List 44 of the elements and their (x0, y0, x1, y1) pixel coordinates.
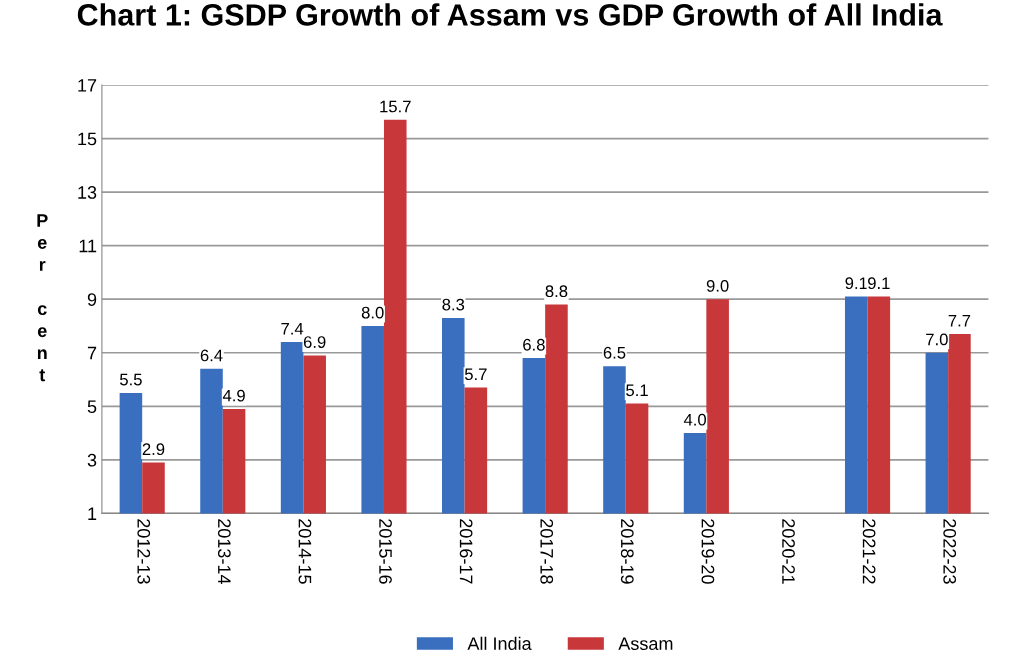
y-tick-label: 5 (87, 400, 97, 414)
data-label: 15.7 (380, 100, 411, 113)
y-tick-label: 3 (87, 453, 97, 467)
data-label: 7.7 (948, 314, 971, 327)
data-label: 6.4 (200, 349, 223, 362)
x-tick-label: 2013-14 (217, 519, 231, 584)
data-label: 5.5 (120, 373, 142, 386)
x-tick-label: 2012-13 (137, 519, 151, 584)
data-label: 9.0 (706, 279, 729, 292)
text: Per cent (37, 214, 48, 382)
y-tick-label: 9 (87, 293, 97, 306)
data-label: 8.8 (545, 285, 568, 298)
x-tick-label: 2016-17 (459, 519, 473, 584)
x-tick-label: 2018-19 (620, 519, 634, 584)
data-label: 9.1 (868, 277, 890, 290)
x-tick-label: 2021-22 (862, 519, 876, 584)
data-label: 4.9 (222, 389, 245, 402)
data-label: 7.0 (926, 333, 948, 346)
legend-label: All India (467, 636, 532, 650)
x-tick-label: 2014-15 (298, 519, 312, 584)
data-label: 8.0 (361, 306, 384, 319)
x-tick-label: 2020-21 (782, 519, 795, 584)
data-label: 5.1 (626, 384, 648, 397)
y-tick-label: 11 (79, 239, 97, 253)
x-tick-label: 2017-18 (540, 519, 554, 584)
y-tick-label: 1 (88, 507, 97, 520)
y-tick-label: 15 (78, 132, 97, 146)
legend-label: Assam (618, 637, 673, 650)
data-label: 2.9 (142, 443, 165, 456)
chart-title: Chart 1: GSDP Growth of Assam vs GDP Growth of All India (77, 3, 943, 26)
y-tick-label: 13 (78, 186, 97, 199)
data-label: 6.8 (523, 338, 545, 351)
x-tick-label: 2022-23 (943, 519, 957, 584)
data-label: 8.3 (442, 298, 465, 311)
data-label: 6.9 (303, 336, 326, 348)
x-tick-label: 2015-16 (379, 519, 392, 584)
y-tick-label: 7 (87, 346, 97, 360)
x-tick-label: 2019-20 (701, 519, 715, 584)
data-label: 6.5 (603, 346, 626, 359)
y-tick-label: 17 (78, 79, 97, 92)
data-label: 4.0 (683, 413, 706, 426)
data-label: 7.4 (281, 322, 304, 335)
data-label: 5.7 (464, 368, 487, 381)
data-label: 9.1 (845, 277, 868, 290)
